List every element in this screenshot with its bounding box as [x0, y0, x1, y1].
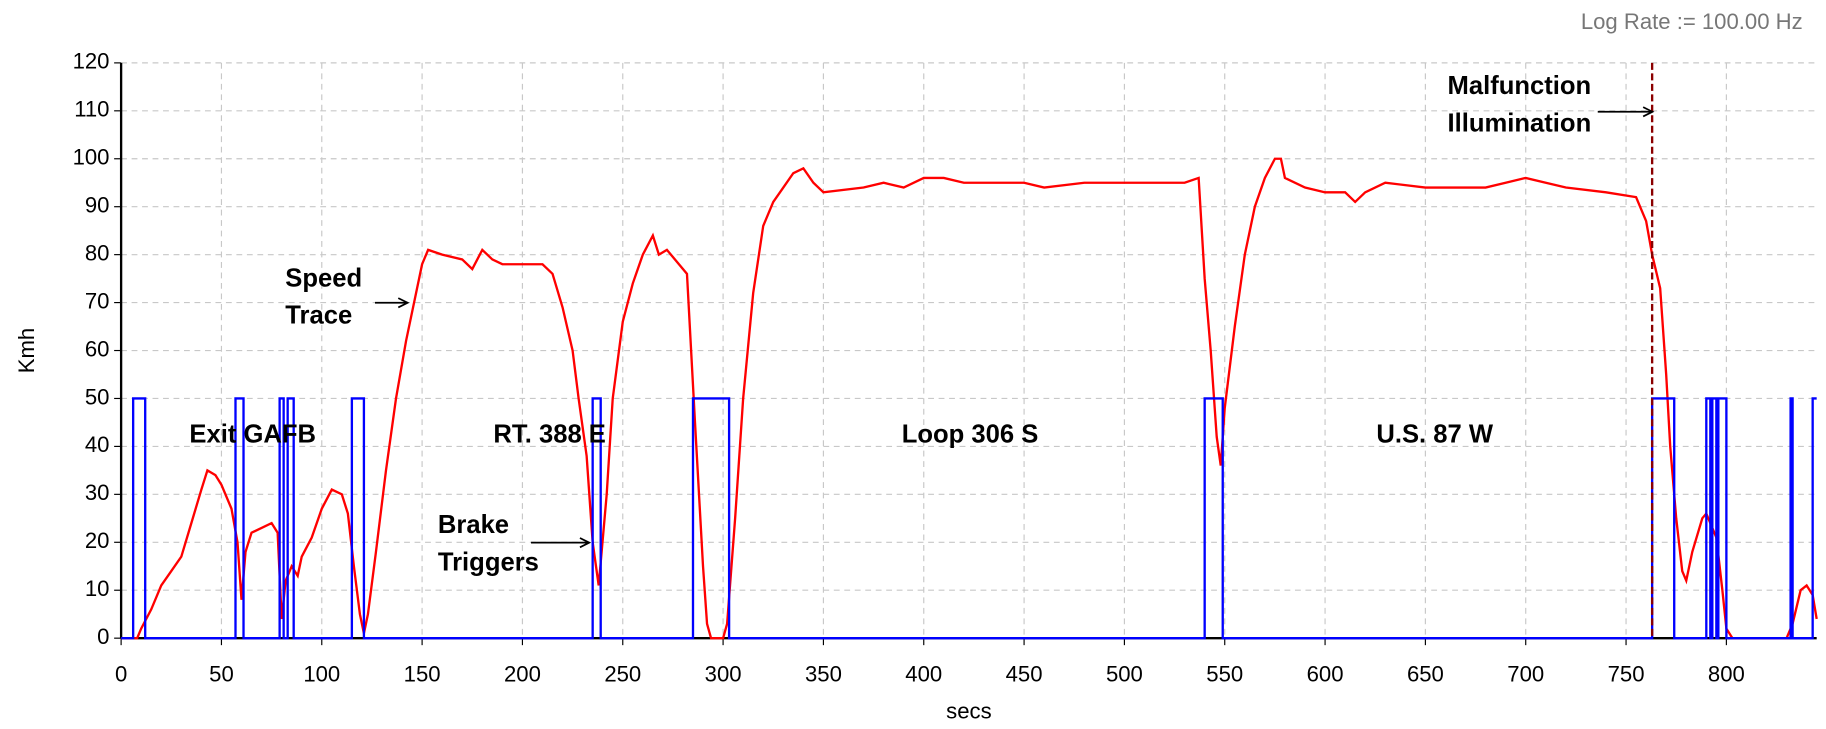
x-tick-label: 350 [805, 661, 842, 686]
arrow-head [1642, 106, 1655, 118]
x-tick-label: 550 [1206, 661, 1243, 686]
x-tick-label: 700 [1507, 661, 1544, 686]
y-tick-label: 0 [97, 624, 109, 649]
y-tick-label: 120 [73, 49, 110, 74]
y-tick-label: 80 [85, 240, 110, 265]
y-tick-label: 50 [85, 384, 110, 409]
speed-line [121, 157, 1818, 640]
y-tick-label: 90 [85, 193, 110, 218]
arrow-head [397, 297, 410, 309]
annotation: U.S. 87 W [1376, 420, 1494, 448]
y-tick-label: 40 [85, 432, 110, 457]
x-tick-label: 250 [604, 661, 641, 686]
x-tick-label: 600 [1307, 661, 1344, 686]
y-tick-label: 110 [74, 97, 109, 122]
y-tick-label: 20 [85, 528, 110, 553]
log-rate-note: Log Rate := 100.00 Hz [1581, 9, 1803, 34]
x-tick-label: 0 [115, 661, 127, 686]
annotation: Triggers [438, 548, 539, 576]
annotation: Illumination [1448, 109, 1592, 137]
x-tick-label: 800 [1708, 661, 1745, 686]
y-tick-label: 70 [85, 288, 110, 313]
annotation: Trace [285, 302, 352, 330]
x-tick-label: 750 [1608, 661, 1645, 686]
annotation: RT. 388 E [493, 420, 605, 448]
brake-trigger-line [121, 397, 1817, 640]
x-tick-label: 50 [209, 661, 234, 686]
x-axis-label: secs [946, 699, 991, 724]
y-tick-label: 10 [85, 576, 110, 601]
x-tick-label: 450 [1006, 661, 1043, 686]
annotation: Brake [438, 511, 509, 539]
x-tick-label: 150 [404, 661, 441, 686]
y-tick-label: 60 [85, 336, 110, 361]
annotation: Speed [285, 264, 362, 292]
x-tick-label: 650 [1407, 661, 1444, 686]
x-tick-label: 400 [905, 661, 942, 686]
x-tick-label: 200 [504, 661, 541, 686]
arrow-head [579, 537, 592, 549]
annotation: Loop 306 S [902, 420, 1039, 448]
x-tick-label: 500 [1106, 661, 1143, 686]
y-tick-label: 30 [85, 480, 110, 505]
y-axis-label: Kmh [14, 328, 39, 373]
annotation: Malfunction [1448, 72, 1592, 100]
x-tick-label: 300 [705, 661, 742, 686]
y-tick-label: 100 [73, 145, 110, 170]
x-tick-label: 100 [303, 661, 340, 686]
annotation: Exit GAFB [189, 420, 316, 448]
